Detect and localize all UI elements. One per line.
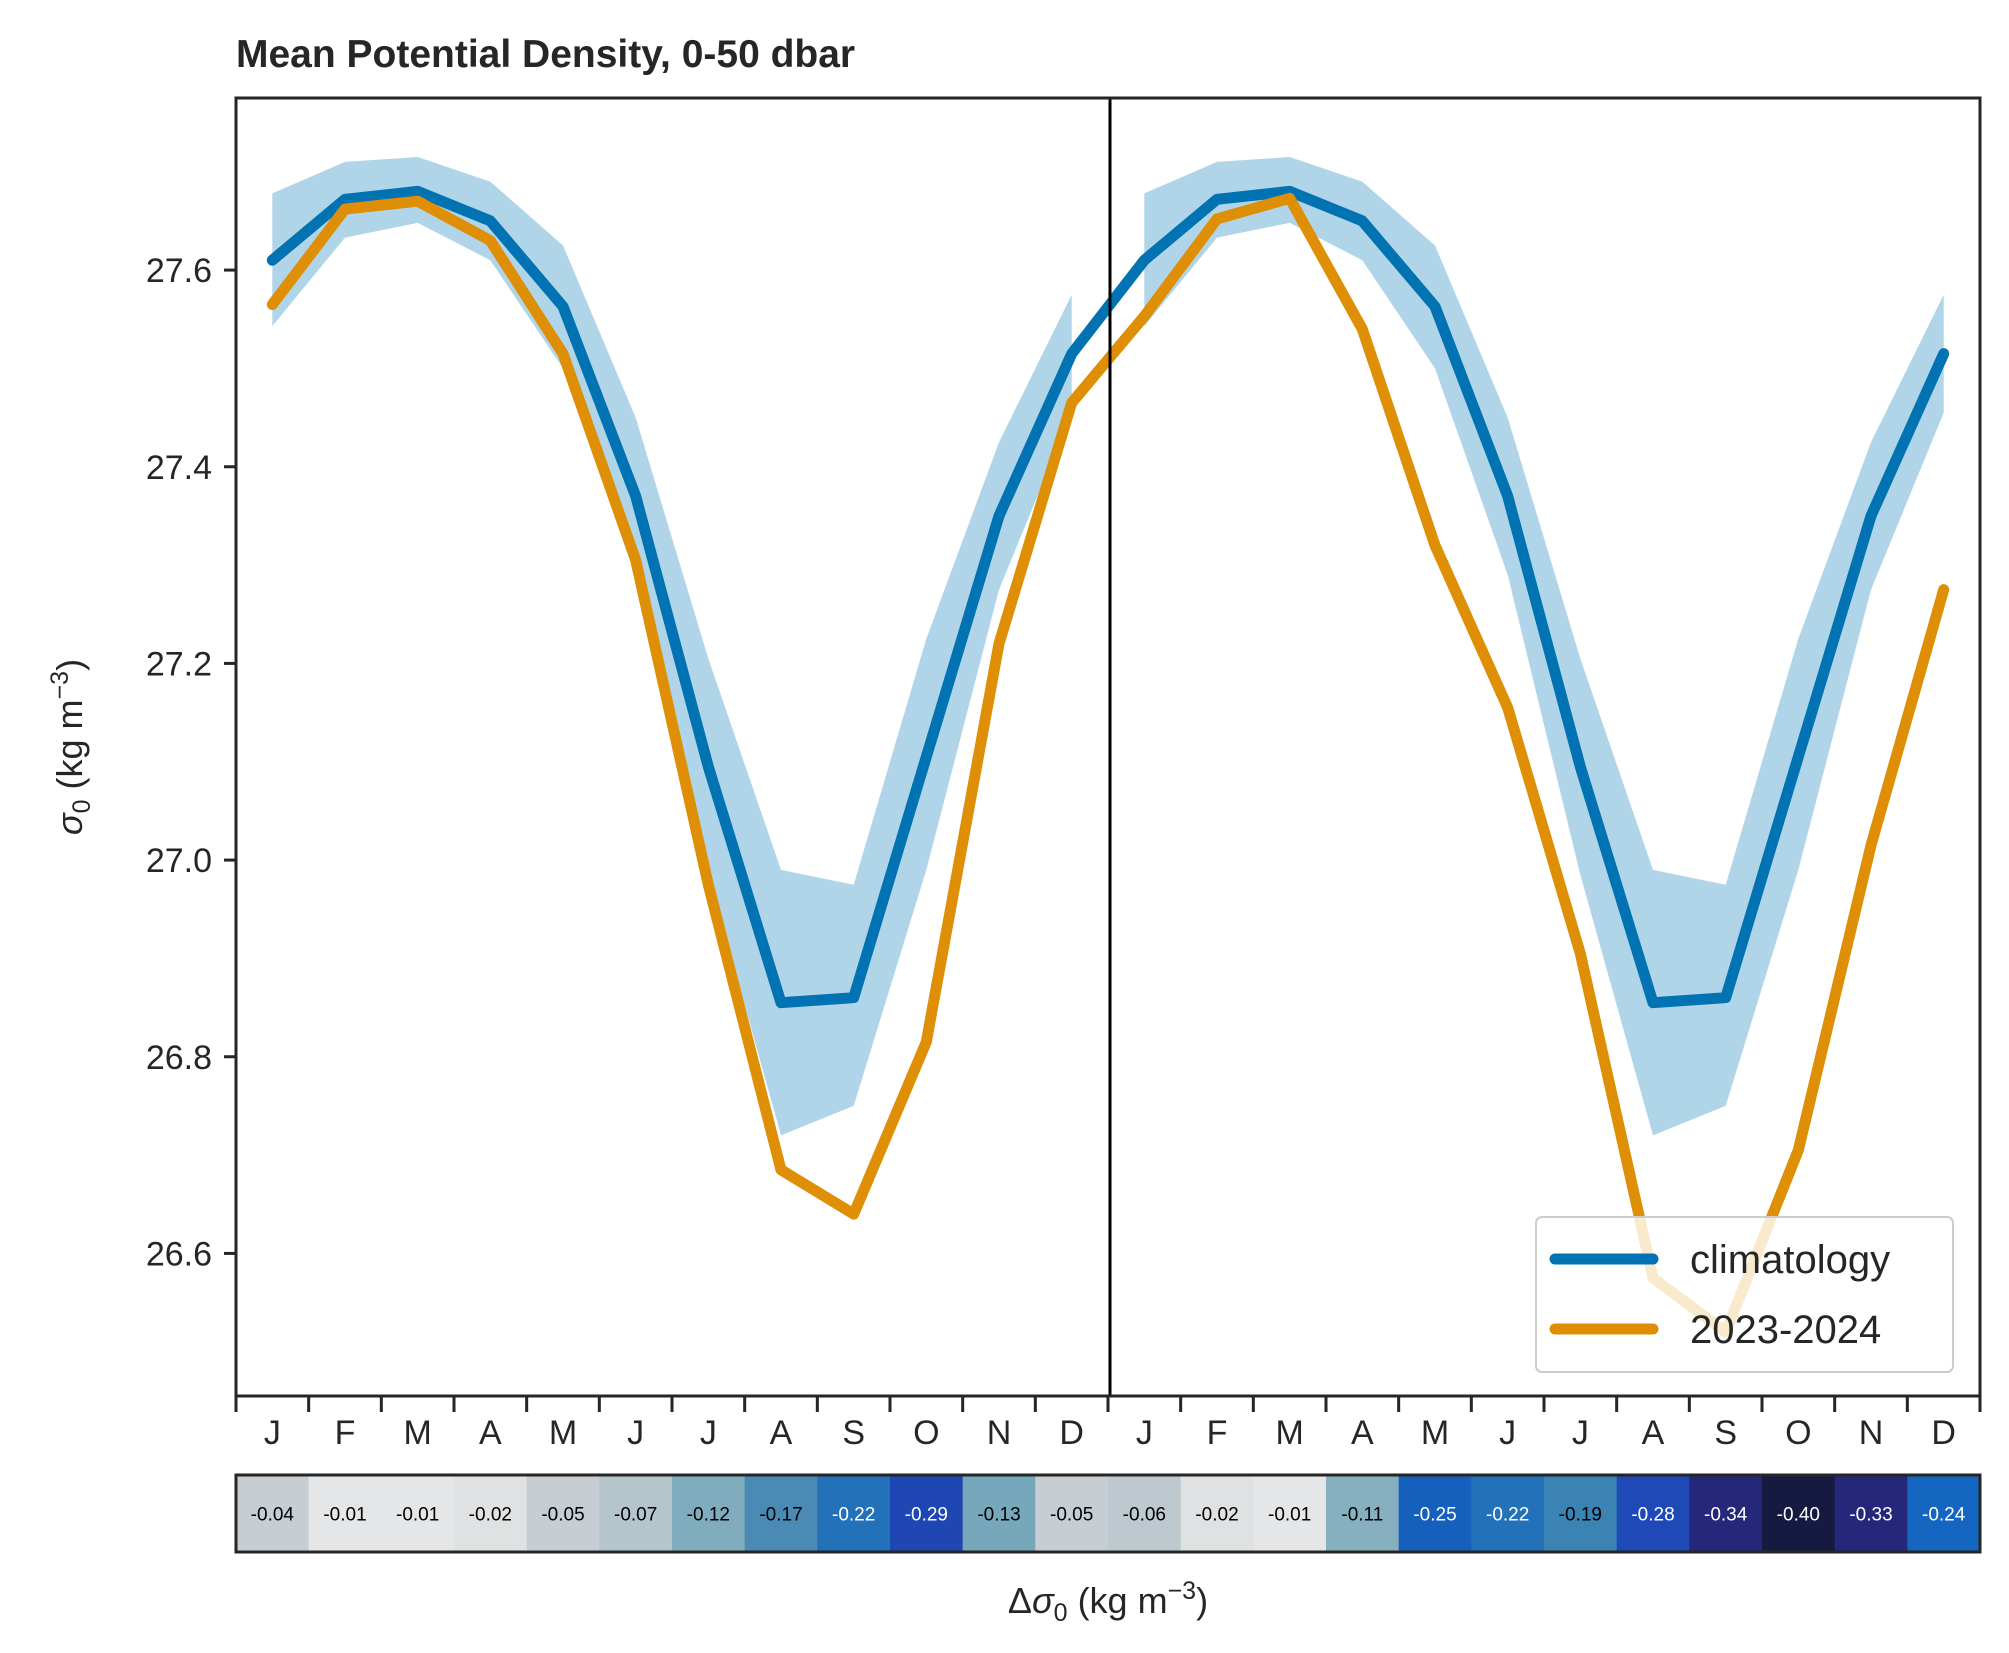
x-tick-label: S (1714, 1414, 1737, 1452)
svg-text:σ0 (kg m−3): σ0 (kg m−3) (46, 659, 96, 835)
legend: climatology 2023-2024 (1535, 1216, 1954, 1373)
anomaly-value: -0.06 (1123, 1505, 1166, 1526)
anomaly-cell (381, 1475, 455, 1552)
anomaly-value: -0.34 (1704, 1505, 1748, 1526)
anomaly-cell (672, 1475, 746, 1552)
series-line-layer (266, 185, 1950, 1338)
x-tick-label: J (1136, 1414, 1153, 1452)
anomaly-cell (1834, 1475, 1908, 1552)
anomaly-value: -0.29 (905, 1505, 948, 1526)
x-tick-label: A (1642, 1414, 1665, 1452)
x-tick-label: M (549, 1414, 577, 1452)
x-tick-label: S (842, 1414, 865, 1452)
y-tick-label: 27.0 (146, 842, 212, 880)
y-tick-label: 27.4 (146, 449, 212, 487)
x-tick-label: F (1207, 1414, 1228, 1452)
x-tick-label: D (1059, 1414, 1084, 1452)
chart-title: Mean Potential Density, 0-50 dbar (236, 33, 855, 76)
y-tick-label: 26.6 (146, 1235, 212, 1273)
anomaly-value: -0.40 (1777, 1505, 1820, 1526)
anomaly-value: -0.01 (323, 1505, 366, 1526)
anomaly-value: -0.24 (1922, 1505, 1966, 1526)
series-line-2023-2024 (266, 192, 1950, 1338)
anomaly-value: -0.28 (1631, 1505, 1674, 1526)
anomaly-value: -0.13 (977, 1505, 1020, 1526)
anomaly-cell (1907, 1475, 1981, 1552)
x-tick-label: M (1276, 1414, 1304, 1452)
y-tick-label: 27.2 (146, 645, 212, 683)
anomaly-cell (962, 1475, 1036, 1552)
x-tick-label: N (1859, 1414, 1884, 1452)
anomaly-value: -0.07 (614, 1505, 657, 1526)
anomaly-cell (1689, 1475, 1763, 1552)
anomaly-cell (1326, 1475, 1400, 1552)
anomaly-value: -0.02 (1195, 1505, 1238, 1526)
anomaly-value: -0.22 (832, 1505, 875, 1526)
x-tick-label: J (1572, 1414, 1589, 1452)
x-tick-label: D (1931, 1414, 1956, 1452)
anomaly-cell (744, 1475, 818, 1552)
legend-label-2023-2024: 2023-2024 (1690, 1308, 1881, 1352)
anomaly-value: -0.01 (1268, 1505, 1311, 1526)
anomaly-value: -0.17 (759, 1505, 802, 1526)
anomaly-value: -0.25 (1413, 1505, 1456, 1526)
x-tick-label: A (770, 1414, 793, 1452)
anomaly-cell (817, 1475, 891, 1552)
anomaly-value: -0.33 (1849, 1505, 1892, 1526)
x-tick-label: J (264, 1414, 281, 1452)
x-tick-label: J (1499, 1414, 1516, 1452)
anomaly-value: -0.19 (1559, 1505, 1602, 1526)
x-tick-label: M (1421, 1414, 1449, 1452)
x-tick-label: N (987, 1414, 1012, 1452)
anomaly-strip-frame (234, 1473, 1982, 1554)
anomaly-cell (1471, 1475, 1545, 1552)
anomaly-value: -0.12 (687, 1505, 730, 1526)
anomaly-strip: -0.04 -0.01 -0.01 -0.02 -0.05 -0.07 -0.12 -0.17… (236, 1475, 1981, 1552)
x-tick-label: A (1351, 1414, 1374, 1452)
x-tick-label: M (404, 1414, 432, 1452)
anomaly-cell (236, 1475, 310, 1552)
anomaly-cell (1398, 1475, 1472, 1552)
anomaly-cell (1035, 1475, 1109, 1552)
x-tick-label: O (1785, 1414, 1811, 1452)
x-tick-label: O (913, 1414, 939, 1452)
anomaly-value: -0.05 (1050, 1505, 1093, 1526)
series-line-climatology (266, 185, 1950, 1009)
anomaly-cell (1180, 1475, 1254, 1552)
y-tick-label: 27.6 (146, 252, 212, 290)
y-axis-label: σ0 (kg m−3) (46, 659, 96, 835)
legend-label-climatology: climatology (1690, 1238, 1890, 1282)
anomaly-cell (1253, 1475, 1327, 1552)
anomaly-cell (454, 1475, 528, 1552)
anomaly-value: -0.01 (396, 1505, 439, 1526)
x-tick-label: A (479, 1414, 502, 1452)
y-tick-label: 26.8 (146, 1039, 212, 1077)
anomaly-cell (1762, 1475, 1836, 1552)
anomaly-cell (890, 1475, 964, 1552)
anomaly-value: -0.04 (251, 1505, 295, 1526)
anomaly-cell (599, 1475, 673, 1552)
anomaly-strip-label: Δσ0 (kg m−3) (1008, 1577, 1208, 1627)
anomaly-value: -0.02 (469, 1505, 512, 1526)
x-tick-label: J (700, 1414, 717, 1452)
anomaly-cell (308, 1475, 382, 1552)
anomaly-cell (1544, 1475, 1618, 1552)
y-axis: 26.6 26.8 27.0 27.2 27.4 27.6 (146, 252, 236, 1273)
plot-frame (234, 96, 1982, 1398)
anomaly-value: -0.05 (541, 1505, 584, 1526)
anomaly-cell (1616, 1475, 1690, 1552)
anomaly-cell (1108, 1475, 1182, 1552)
x-tick-label: F (335, 1414, 356, 1452)
anomaly-value: -0.11 (1341, 1505, 1383, 1526)
anomaly-value: -0.22 (1486, 1505, 1529, 1526)
x-tick-label: J (627, 1414, 644, 1452)
anomaly-cell (526, 1475, 600, 1552)
svg-text:Δσ0 (kg m−3): Δσ0 (kg m−3) (1008, 1577, 1208, 1627)
